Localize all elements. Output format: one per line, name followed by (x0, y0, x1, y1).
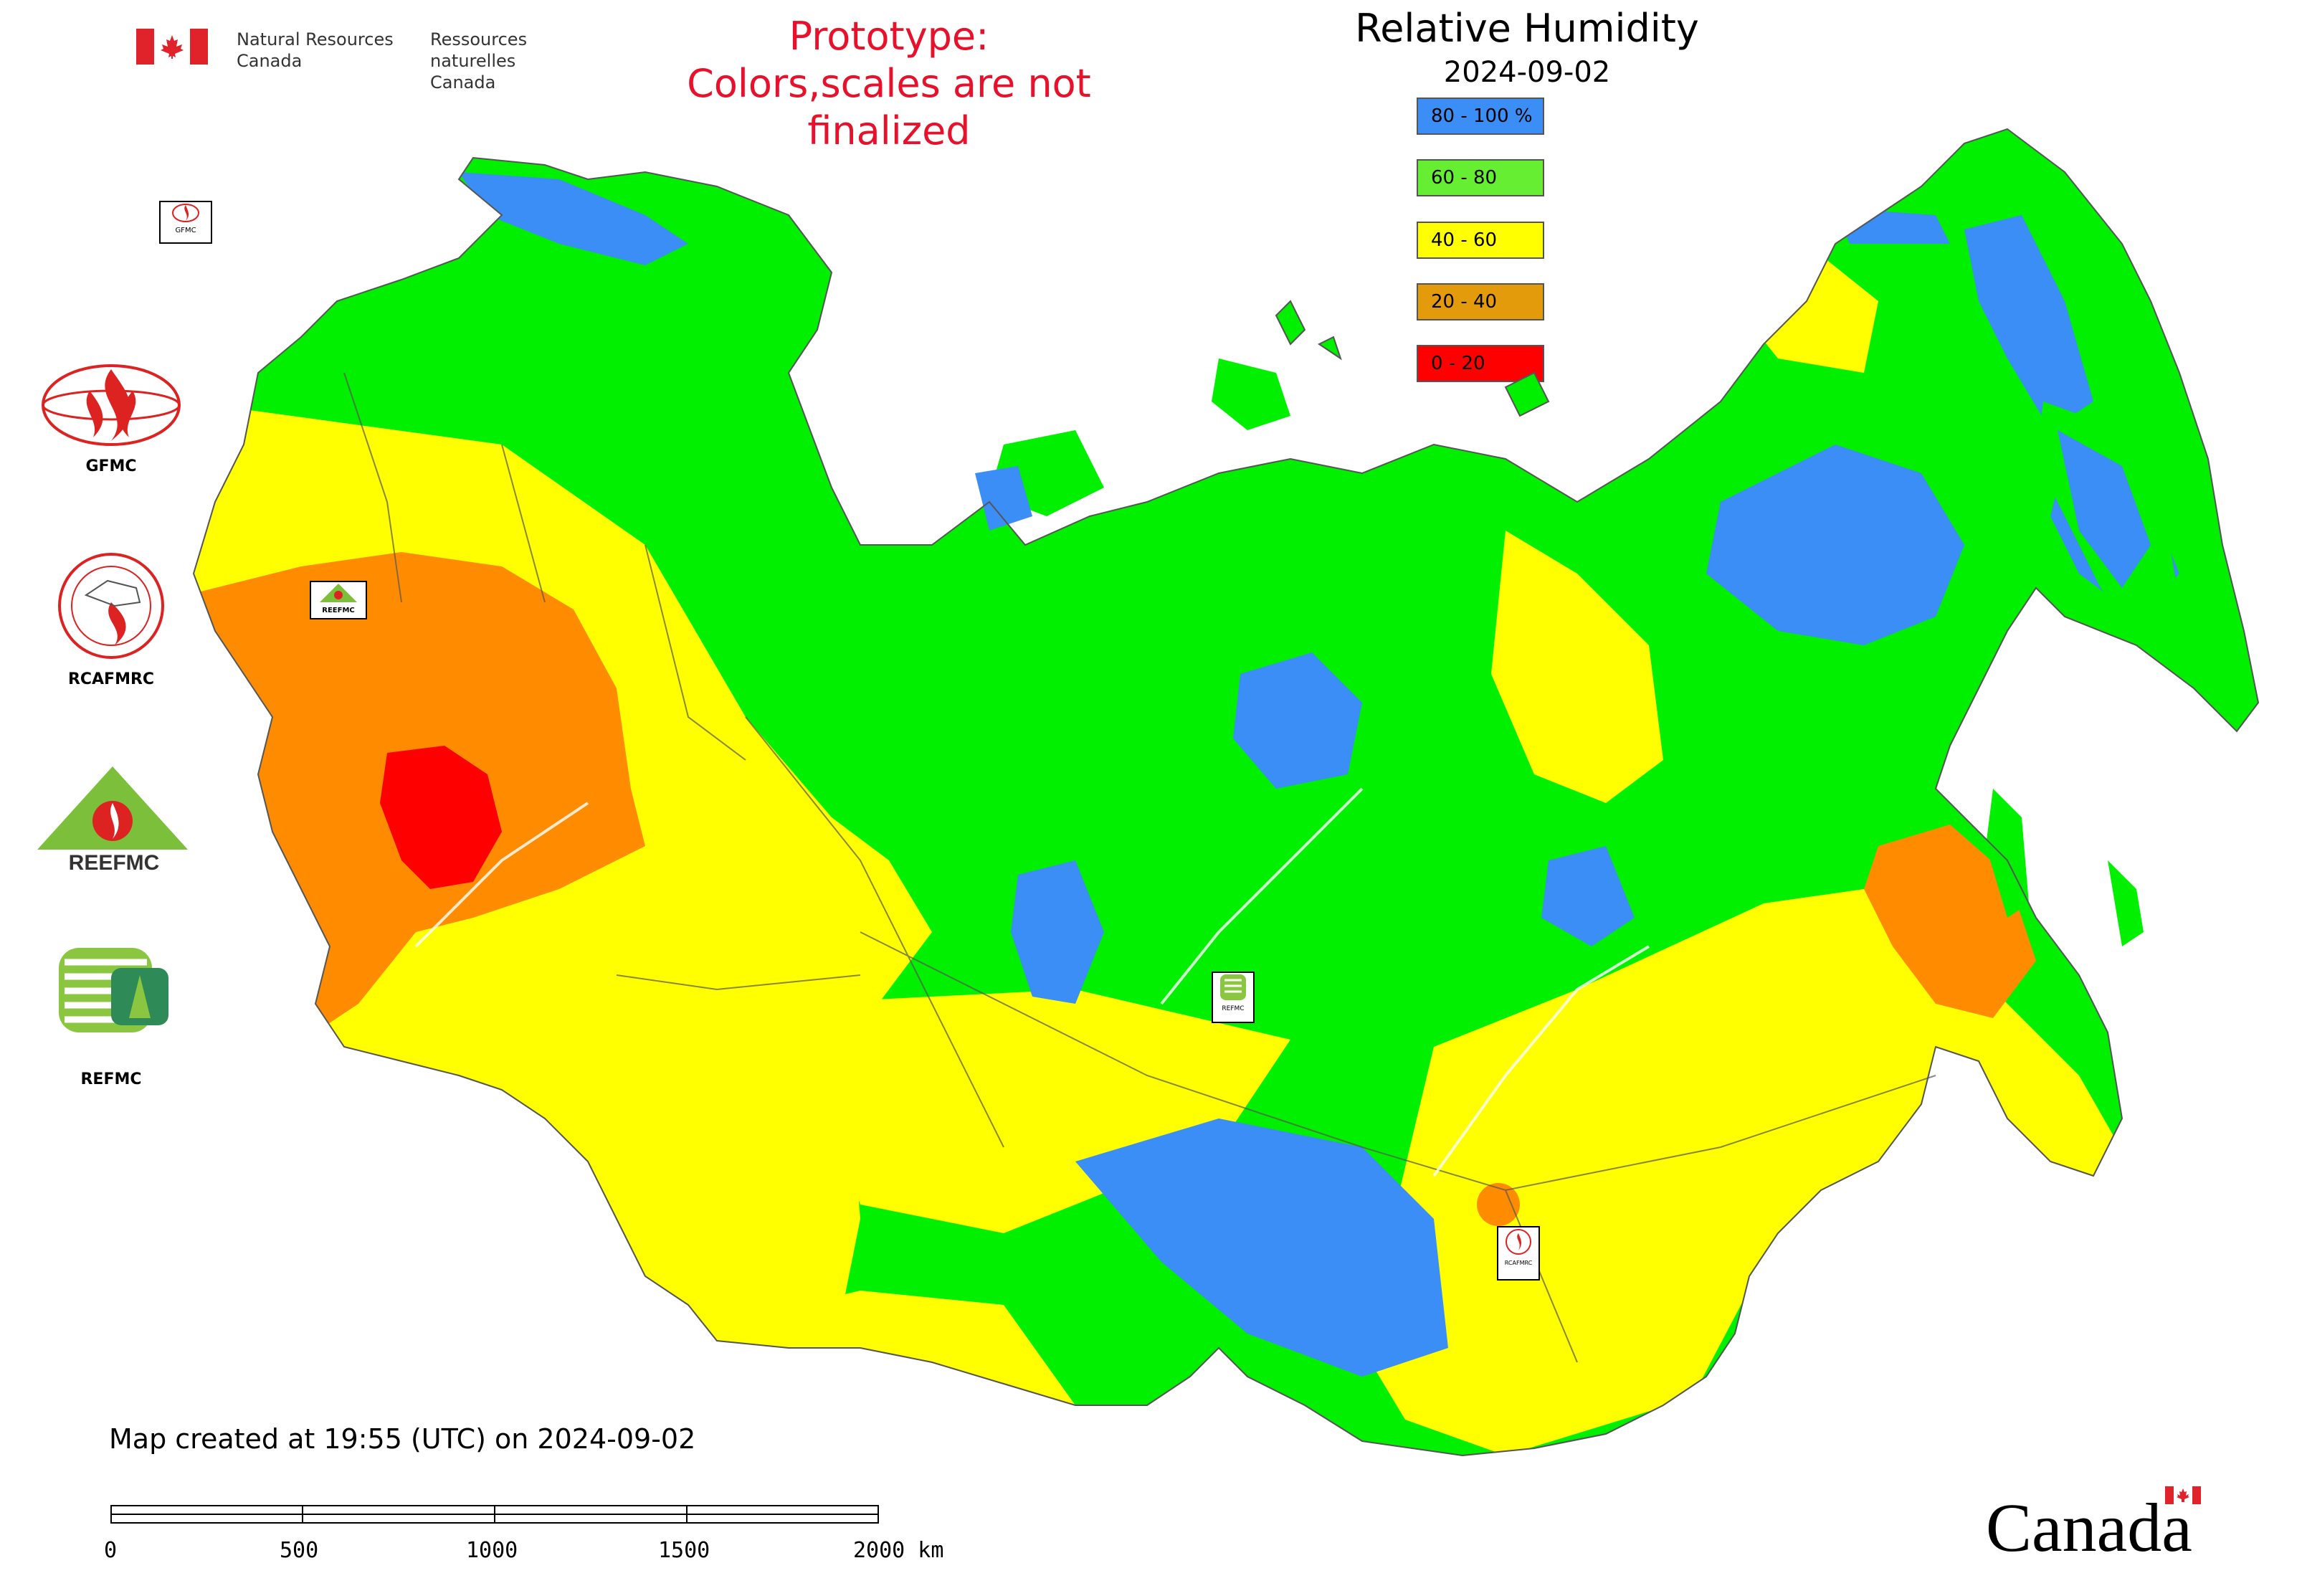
nrcan-signature: Natural Resources Canada Ressources natur… (136, 29, 595, 93)
refmc-logo-icon (1220, 974, 1246, 1000)
legend-item-80-100: 80 - 100 % (1417, 98, 1544, 135)
side-logo-gfmc-label: GFMC (85, 457, 137, 475)
scale-label-0: 0 (104, 1538, 118, 1563)
side-logo-refmc (57, 946, 172, 1039)
map-created-text: Map created at 19:55 (UTC) on 2024-09-02 (109, 1423, 696, 1455)
legend-item-0-20: 0 - 20 (1417, 345, 1544, 382)
wordmark-flag-icon (2165, 1486, 2201, 1504)
side-logo-reefmc: REEFMC (37, 764, 191, 881)
legend-item-40-60: 40 - 60 (1417, 222, 1544, 259)
map-title: Relative Humidity (1355, 6, 1699, 51)
rcafmrc-seal-icon (1506, 1229, 1531, 1255)
rcafmrc-seal-icon (58, 553, 164, 659)
dept-name-en: Natural Resources Canada (237, 29, 394, 71)
reefmc-triangle-icon: REEFMC (37, 766, 188, 875)
gfmc-globe-flame-icon (42, 364, 181, 446)
refmc-logo-icon (59, 948, 168, 1032)
scale-label-1500: 1500 (658, 1538, 710, 1563)
legend-item-60-80: 60 - 80 (1417, 159, 1544, 196)
reefmc-triangle-icon (320, 584, 357, 602)
marker-refmc: REFMC (1212, 972, 1255, 1023)
canada-wordmark: Canada (1986, 1486, 2201, 1567)
prototype-notice: Prototype: Colors,scales are not finaliz… (687, 14, 1091, 153)
marker-gfmc: GFMC (159, 201, 212, 244)
scale-label-2000: 2000 km (853, 1538, 944, 1563)
marker-rcafmrc: RCAFMRC (1497, 1226, 1540, 1281)
dept-name-fr: Ressources naturelles Canada (430, 29, 528, 92)
marker-reefmc: REEFMC (310, 581, 367, 619)
scale-label-1000: 1000 (466, 1538, 518, 1563)
canada-flag-icon (136, 29, 208, 65)
map-date: 2024-09-02 (1443, 56, 1611, 89)
side-logo-refmc-label: REFMC (80, 1070, 142, 1088)
svg-text:REEFMC: REEFMC (69, 851, 160, 875)
side-logo-rcafmrc (57, 552, 165, 662)
side-logo-rcafmrc-label: RCAFMRC (67, 670, 155, 688)
side-logo-gfmc (39, 362, 183, 451)
scale-label-500: 500 (280, 1538, 319, 1563)
gfmc-flame-icon (172, 204, 199, 222)
legend-item-20-40: 20 - 40 (1417, 283, 1544, 320)
scale-bar (110, 1505, 879, 1524)
